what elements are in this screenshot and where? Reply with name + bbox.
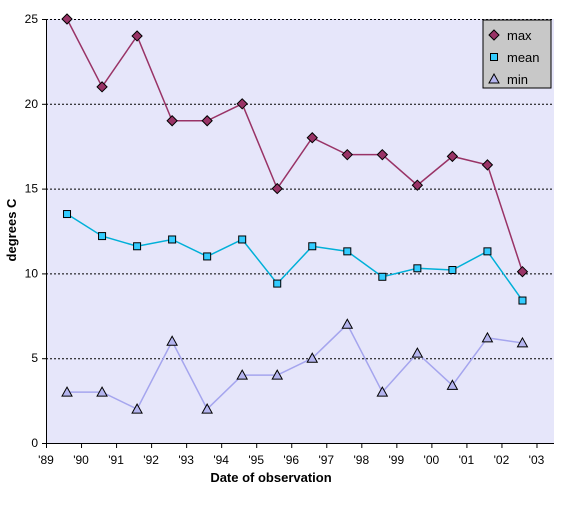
x-tick-labels: '89 '90 '91 '92 '93 '94 '95 '96 '97 '98 '99 '00 '01 '… [38, 453, 544, 467]
legend-label-mean: mean [507, 50, 540, 65]
x-tick-label: '96 [283, 453, 299, 467]
x-tick-label: '97 [318, 453, 334, 467]
min-point [201, 403, 214, 414]
mean-point [343, 247, 352, 256]
series-line-mean [66, 213, 524, 301]
max-point [166, 115, 178, 127]
max-point [131, 30, 143, 42]
series-min [61, 318, 529, 414]
y-tick-label: 15 [25, 182, 39, 196]
max-point [376, 148, 389, 161]
x-tick-label: '03 [529, 453, 545, 467]
legend-marker-min [488, 72, 500, 84]
x-tick-label: '01 [459, 453, 475, 467]
y-tick-label: 25 [25, 12, 39, 26]
legend: max mean min [482, 19, 552, 89]
x-tick-label: '00 [424, 453, 440, 467]
mean-point [203, 252, 212, 261]
min-point [481, 331, 494, 343]
x-tick-label: '93 [178, 453, 194, 467]
plot-area [46, 19, 554, 443]
data-series [61, 13, 529, 414]
min-point [61, 386, 73, 397]
mean-point [413, 264, 422, 273]
y-axis-title: degrees C [4, 198, 19, 261]
mean-point [483, 247, 492, 256]
max-point [96, 81, 108, 93]
max-point [516, 265, 529, 278]
min-point [306, 352, 319, 363]
max-point [481, 159, 494, 171]
mean-point [308, 242, 317, 251]
mean-point [448, 266, 457, 275]
min-point [271, 369, 284, 380]
mean-point [168, 235, 177, 244]
min-point [376, 386, 389, 397]
max-point [271, 182, 283, 195]
min-point [96, 386, 108, 397]
x-axis-title: Date of observation [210, 470, 331, 485]
max-point [61, 13, 73, 25]
y-tick-label: 20 [25, 97, 39, 111]
x-tick-label: '92 [143, 453, 159, 467]
x-tick-label: '90 [73, 453, 89, 467]
x-tick-label: '02 [494, 453, 510, 467]
legend-label-max: max [507, 28, 532, 43]
max-point [411, 179, 424, 191]
gridlines [46, 19, 554, 360]
x-tick-label: '95 [248, 453, 264, 467]
y-tick-label: 5 [31, 351, 38, 365]
mean-point [133, 242, 142, 251]
max-point [446, 150, 459, 163]
y-tick-label: 10 [25, 266, 39, 280]
legend-label-min: min [507, 72, 528, 87]
x-tick-label: '99 [389, 453, 405, 467]
series-line-max [66, 18, 524, 272]
y-tick-labels: 0 5 10 15 20 25 [25, 12, 39, 450]
max-point [236, 98, 248, 110]
min-point [166, 335, 178, 346]
max-point [201, 115, 213, 127]
x-tick-label: '98 [353, 453, 369, 467]
legend-marker-max [488, 29, 500, 41]
x-tick-label: '94 [213, 453, 229, 467]
x-tick-label: '89 [38, 453, 54, 467]
mean-point [518, 296, 527, 305]
series-mean [63, 210, 527, 305]
mean-point [378, 272, 387, 281]
mean-point [238, 235, 247, 244]
x-tick-label: '91 [108, 453, 124, 467]
y-tick-label: 0 [31, 436, 38, 450]
max-point [341, 148, 354, 161]
min-point [131, 403, 143, 414]
legend-marker-mean [490, 53, 498, 61]
min-point [341, 318, 354, 329]
min-point [516, 336, 529, 348]
mean-point [63, 210, 72, 219]
series-line-min [67, 323, 523, 411]
min-point [411, 347, 424, 358]
max-point [306, 132, 318, 144]
mean-point [98, 232, 107, 241]
axes [42, 19, 554, 448]
min-point [236, 369, 249, 380]
series-max [61, 13, 529, 278]
min-point [446, 379, 459, 390]
mean-point [273, 279, 282, 288]
